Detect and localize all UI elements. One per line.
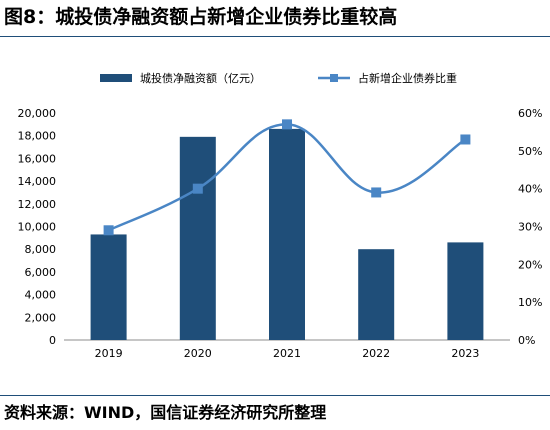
bottom-rule [0,395,550,396]
bar-2021 [269,128,305,340]
x-tick-label: 2020 [184,347,212,360]
y-left-tick-label: 20,000 [18,107,57,120]
axes: 0 2,000 4,000 6,000 8,000 10,000 12,000 14,000 1… [18,107,543,360]
y-right-tick-label: 40% [518,183,542,196]
line-point-2023 [460,134,471,145]
chart: 城投债净融资额（亿元） 占新增企业债券比重 0 2,000 4,000 6,000 8,… [18,71,543,360]
y-left-tick-label: 8,000 [25,243,57,256]
source-note: 资料来源：WIND，国信证券经济研究所整理 [4,403,327,422]
y-left-tick-label: 10,000 [18,221,57,234]
y-right-tick-label: 30% [518,221,542,234]
y-left-tick-label: 16,000 [18,152,57,165]
bar-2019 [90,234,127,340]
x-tick-label: 2023 [451,347,479,360]
x-tick-label: 2021 [273,347,301,360]
bar-2020 [179,136,216,340]
x-tick-label: 2022 [362,347,390,360]
x-tick-label: 2019 [95,347,123,360]
y-right-tick-label: 10% [518,296,542,309]
legend-line-label: 占新增企业债券比重 [358,71,457,85]
y-right-tick-label: 0% [518,334,535,347]
y-left-tick-label: 0 [49,334,56,347]
y-left-tick-label: 18,000 [18,130,57,143]
bar-2022 [358,249,395,340]
y-left-tick-label: 2,000 [25,311,57,324]
y-right-tick-label: 60% [518,107,542,120]
y-right-tick-label: 50% [518,145,542,158]
line-series [103,119,471,236]
legend-bar-label: 城投债净融资额（亿元） [140,71,261,85]
bars [90,128,484,340]
legend: 城投债净融资额（亿元） 占新增企业债券比重 [100,71,457,85]
y-left-tick-label: 12,000 [18,198,57,211]
legend-bar-swatch [100,74,132,82]
line-point-2019 [103,225,114,236]
figure-title: 图8：城投债净融资额占新增企业债券比重较高 [4,6,398,28]
y-left-tick-label: 14,000 [18,175,57,188]
legend-line-marker [330,74,338,82]
line-point-2020 [192,183,203,194]
top-rule [0,36,550,37]
y-left-tick-label: 6,000 [25,266,57,279]
line-point-2021 [282,119,292,130]
y-right-tick-label: 20% [518,258,542,271]
line-point-2022 [371,187,382,198]
y-left-tick-label: 4,000 [25,289,57,302]
bar-2023 [447,242,484,340]
